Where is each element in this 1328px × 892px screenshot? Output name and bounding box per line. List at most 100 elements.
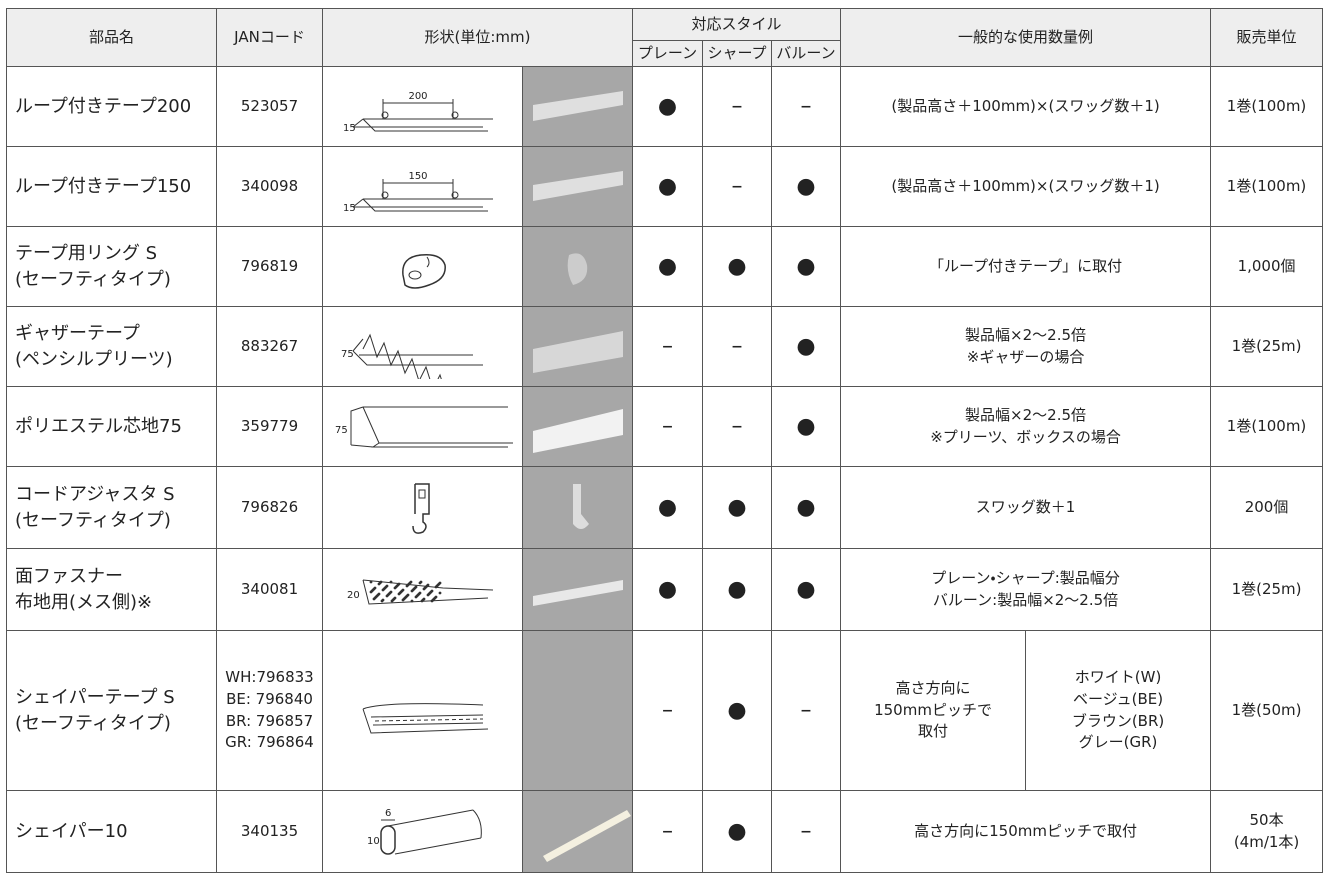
photo-figure [567, 252, 588, 285]
table-row: ループ付きテープ200 523057 200 15 ● – – (製品高さ＋100mm)×(ス… [6, 66, 1324, 147]
photo-figure [573, 483, 589, 529]
sales-unit: 1巻(25m) [1210, 306, 1324, 387]
style-mark: ● [632, 226, 704, 307]
part-name: テープ用リング S (セーフティタイプ) [6, 226, 217, 307]
style-mark: – [632, 630, 704, 791]
part-name: ループ付きテープ150 [6, 146, 217, 227]
header-cell: 形状(単位:mm) [321, 8, 634, 67]
style-mark: – [702, 306, 773, 387]
product-photo [521, 306, 634, 387]
jan-code: 883267 [216, 306, 323, 387]
header-cell: プレーン [632, 40, 704, 67]
style-mark: ● [771, 226, 842, 307]
product-photo [521, 66, 634, 147]
sales-unit: 1巻(25m) [1210, 548, 1324, 631]
photo-figure [533, 90, 623, 121]
part-name: ギャザーテープ (ペンシルプリーツ) [6, 306, 217, 387]
header-cell: 一般的な使用数量例 [840, 8, 1212, 67]
dimension-label: 10 [367, 836, 380, 847]
part-name: ループ付きテープ200 [6, 66, 217, 147]
jan-code: 340098 [216, 146, 323, 227]
style-mark: ● [771, 466, 842, 549]
dimension-label: 15 [343, 123, 356, 134]
style-mark: ● [702, 226, 773, 307]
table-body: ループ付きテープ200 523057 200 15 ● – – (製品高さ＋100mm)×(ス… [6, 66, 1324, 873]
usage-example: 高さ方向に150mmピッチで取付 [840, 790, 1212, 873]
part-name: シェイパー10 [6, 790, 217, 873]
table-row: ループ付きテープ150 340098 150 15 ● – ● (製品高さ＋100mm)×(ス… [6, 146, 1324, 227]
sales-unit: 1巻(100m) [1210, 386, 1324, 467]
shape-drawing: 200 15 [322, 66, 523, 147]
table-row: ポリエステル芯地75 359779 75 – – ● 製品幅×2〜2.5倍 ※プリーツ、ボッ… [6, 386, 1324, 467]
jan-code: 523057 [216, 66, 323, 147]
shape-figure: 6 10 [367, 808, 482, 855]
shape-figure: 75 [341, 333, 483, 379]
style-mark: ● [632, 548, 704, 631]
jan-code: 359779 [216, 386, 323, 467]
part-name: 面ファスナー 布地用(メス側)※ [6, 548, 217, 631]
table-row: ギャザーテープ (ペンシルプリーツ) 883267 75 – – ● 製品幅×2〜2.5倍 … [6, 306, 1324, 387]
style-mark: ● [632, 146, 704, 227]
header-cell: 対応スタイル [632, 8, 842, 41]
shape-drawing: 150 15 [322, 146, 523, 227]
usage-example: 製品幅×2〜2.5倍 ※ギャザーの場合 [840, 306, 1212, 387]
style-mark: ● [771, 306, 842, 387]
sales-unit: 1巻(50m) [1210, 630, 1324, 791]
style-mark: ● [702, 790, 773, 873]
jan-code: WH:796833 BE: 796840 BR: 796857 GR: 7968… [216, 630, 323, 791]
dimension-label: 75 [341, 349, 354, 360]
sales-unit: 1巻(100m) [1210, 66, 1324, 147]
style-mark: – [771, 790, 842, 873]
shape-figure: 150 15 [343, 171, 493, 214]
product-photo [521, 386, 634, 467]
shape-figure [402, 253, 446, 289]
style-mark: ● [771, 386, 842, 467]
product-photo [521, 630, 634, 791]
header-cell: バルーン [771, 40, 842, 67]
dimension-label: 200 [408, 91, 427, 102]
shape-figure: 75 [335, 406, 513, 447]
style-mark: – [702, 146, 773, 227]
table-row: シェイパー10 340135 6 10– ● – 高さ方向に150mmピッチで取付 50本 (… [6, 790, 1324, 873]
usage-example: スワッグ数＋1 [840, 466, 1212, 549]
part-name: シェイパーテープ S (セーフティタイプ) [6, 630, 217, 791]
part-name: コードアジャスタ S (セーフティタイプ) [6, 466, 217, 549]
product-photo [521, 226, 634, 307]
shape-drawing: 75 [322, 386, 523, 467]
sales-unit: 1巻(100m) [1210, 146, 1324, 227]
shape-figure [362, 702, 489, 734]
shape-figure: 200 15 [343, 91, 493, 134]
photo-figure [533, 170, 623, 201]
part-name: ポリエステル芯地75 [6, 386, 217, 467]
style-mark: ● [632, 466, 704, 549]
dimension-label: 6 [385, 808, 391, 819]
shape-figure [412, 482, 430, 534]
product-photo [521, 790, 634, 873]
shape-drawing: 20 [322, 548, 523, 631]
dimension-label: 75 [335, 425, 348, 436]
parts-table: 部品名 JANコード 形状(単位:mm) 対応スタイル 一般的な使用数量例 販売… [6, 8, 1324, 873]
photo-figure [543, 809, 631, 862]
photo-figure [533, 579, 623, 606]
usage-example: (製品高さ＋100mm)×(スワッグ数＋1) [840, 66, 1212, 147]
style-mark: ● [771, 146, 842, 227]
table-row: 面ファスナー 布地用(メス側)※ 340081 20 ● ● ● プレーン・シャープ:製品幅… [6, 548, 1324, 631]
product-photo [521, 146, 634, 227]
style-mark: ● [771, 548, 842, 631]
dimension-label: 15 [343, 203, 356, 214]
style-mark: ● [702, 466, 773, 549]
table-row: テープ用リング S (セーフティタイプ) 796819 ● ● ● 「ループ付きテープ」に… [6, 226, 1324, 307]
jan-code: 796826 [216, 466, 323, 549]
style-mark: – [702, 66, 773, 147]
jan-code: 796819 [216, 226, 323, 307]
header-cell: JANコード [216, 8, 323, 67]
product-photo [521, 548, 634, 631]
usage-example: (製品高さ＋100mm)×(スワッグ数＋1) [840, 146, 1212, 227]
shape-drawing [322, 226, 523, 307]
table-row: シェイパーテープ S (セーフティタイプ) WH:796833 BE: 79684… [6, 630, 1324, 791]
style-mark: – [632, 386, 704, 467]
header-cell: 部品名 [6, 8, 217, 67]
shape-drawing [322, 630, 523, 791]
shape-drawing: 6 10 [322, 790, 523, 873]
